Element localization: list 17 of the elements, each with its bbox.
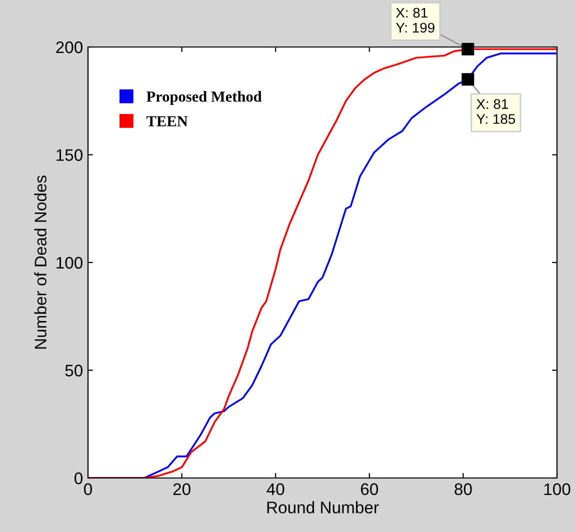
x-tick-label: 40 — [266, 483, 284, 496]
x-tick-label: 80 — [454, 483, 472, 496]
legend-label: TEEN — [146, 116, 188, 126]
y-tick-label: 0 — [74, 472, 82, 484]
y-tick-label: 100 — [56, 256, 82, 269]
x-tick-label: 100 — [544, 483, 570, 496]
x-axis-title: Round Number — [267, 501, 379, 514]
y-tick-label: 200 — [56, 41, 82, 54]
x-tick-label: 0 — [84, 483, 92, 496]
annotation: X: 81 Y: 185 — [476, 99, 516, 124]
annotation: X: 81 Y: 199 — [396, 8, 434, 33]
y-tick-label: 50 — [65, 364, 82, 376]
y-axis-title: Number of Dead Nodes — [34, 176, 46, 349]
legend-label: Proposed Method — [146, 91, 262, 105]
x-tick-label: 20 — [173, 483, 190, 496]
x-tick-label: 60 — [360, 483, 378, 496]
y-tick-label: 150 — [56, 149, 82, 161]
